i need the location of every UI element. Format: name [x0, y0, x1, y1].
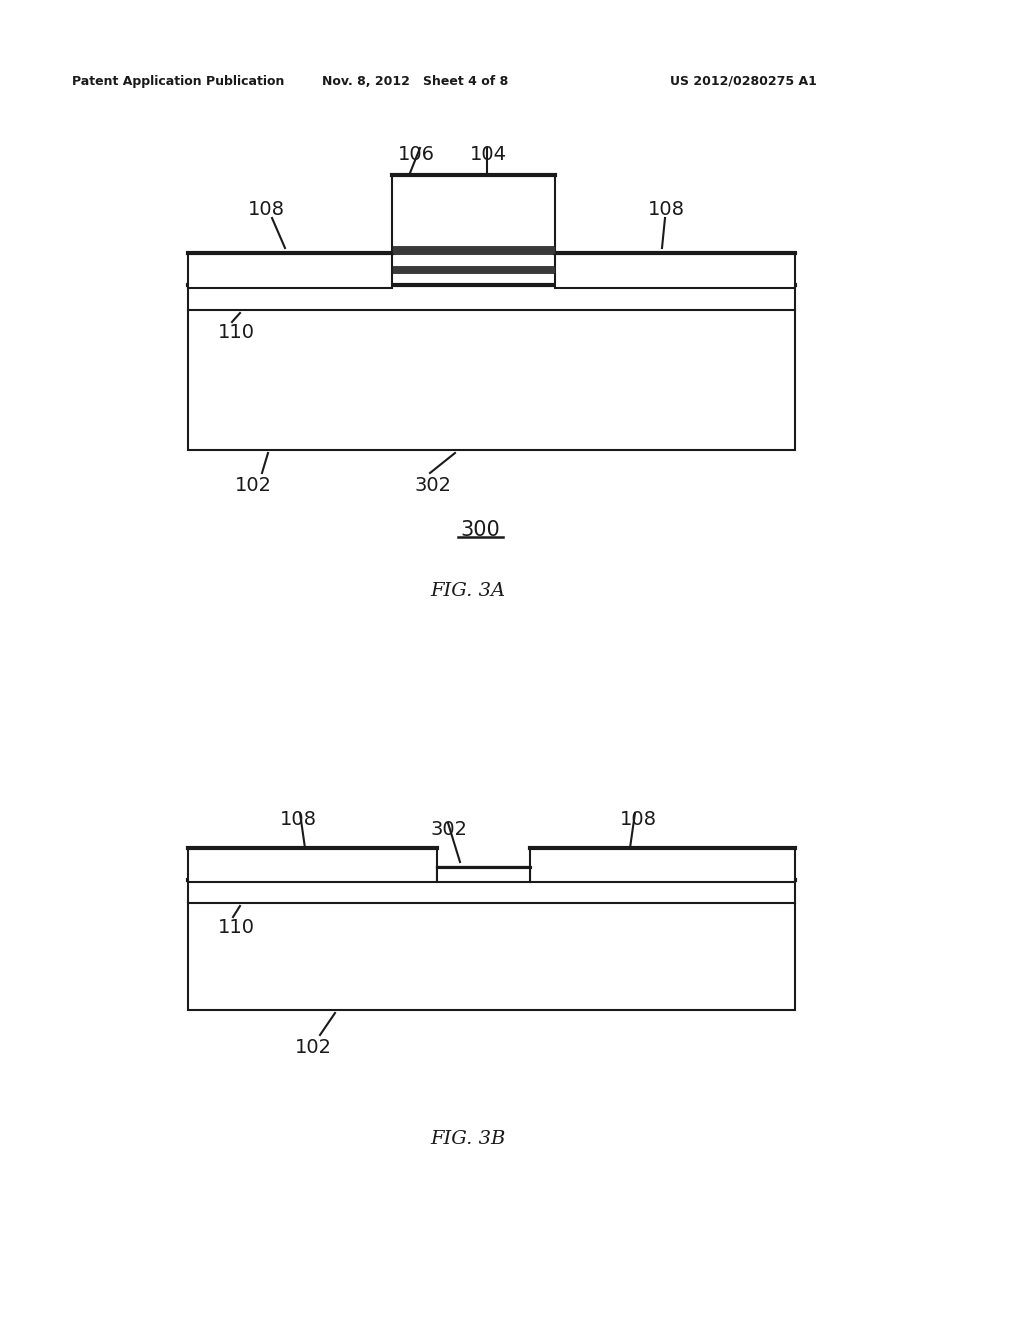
Text: Nov. 8, 2012   Sheet 4 of 8: Nov. 8, 2012 Sheet 4 of 8 [322, 75, 508, 88]
Bar [530, 847, 795, 882]
Text: FIG. 3B: FIG. 3B [430, 1130, 506, 1148]
Text: 300: 300 [460, 520, 500, 540]
Bar [392, 267, 555, 273]
Text: US 2012/0280275 A1: US 2012/0280275 A1 [670, 75, 817, 88]
Text: 108: 108 [280, 810, 317, 829]
Bar [188, 847, 437, 882]
Text: 108: 108 [620, 810, 657, 829]
Text: 302: 302 [415, 477, 452, 495]
Text: 108: 108 [248, 201, 285, 219]
Bar [188, 285, 795, 450]
Bar [392, 246, 555, 253]
Text: 104: 104 [470, 145, 507, 164]
Text: 302: 302 [430, 820, 467, 840]
Text: 110: 110 [218, 917, 255, 937]
Text: FIG. 3A: FIG. 3A [430, 582, 505, 601]
Text: 102: 102 [234, 477, 272, 495]
Text: 106: 106 [398, 145, 435, 164]
Text: 108: 108 [648, 201, 685, 219]
Text: Patent Application Publication: Patent Application Publication [72, 75, 285, 88]
Bar [437, 867, 530, 882]
Bar [555, 253, 795, 288]
Bar [392, 176, 555, 253]
Bar [188, 880, 795, 1010]
Text: 102: 102 [295, 1038, 332, 1057]
Bar [188, 253, 392, 288]
Text: 110: 110 [218, 323, 255, 342]
